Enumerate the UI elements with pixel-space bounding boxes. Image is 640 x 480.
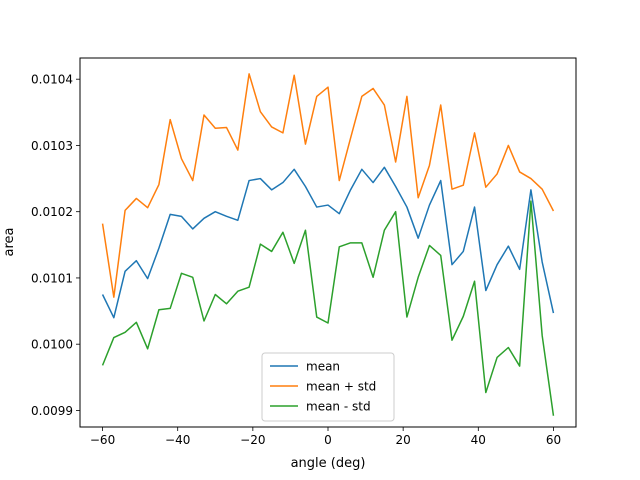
y-tick-label: 0.0102 [31, 205, 73, 219]
legend-label-0: mean [306, 360, 340, 374]
y-tick-label: 0.0099 [31, 404, 73, 418]
x-tick-label: −40 [165, 433, 190, 447]
y-tick-label: 0.0100 [31, 338, 73, 352]
x-axis: −60 −40 −20 0 20 40 60 [90, 427, 561, 447]
x-tick-label: 40 [471, 433, 486, 447]
x-tick-label: −60 [90, 433, 115, 447]
plot-lines [101, 73, 555, 416]
legend: mean mean + std mean - std [261, 352, 395, 422]
legend-box [261, 352, 395, 422]
x-tick-label: 60 [546, 433, 561, 447]
legend-label-1: mean + std [306, 380, 376, 394]
y-axis: 0.0099 0.0100 0.0101 0.0102 0.0103 0.0104 [31, 73, 80, 418]
series-line-2 [101, 200, 555, 416]
y-tick-label: 0.0103 [31, 139, 73, 153]
y-tick-label: 0.0101 [31, 271, 73, 285]
y-tick-label: 0.0104 [31, 73, 73, 87]
series-line-0 [101, 166, 555, 319]
x-axis-label: angle (deg) [291, 456, 366, 471]
legend-label-2: mean - std [306, 400, 371, 414]
x-tick-label: 0 [324, 433, 332, 447]
y-axis-label: area [2, 228, 17, 257]
series-line-1 [101, 73, 555, 298]
x-tick-label: 20 [396, 433, 411, 447]
x-tick-label: −20 [240, 433, 265, 447]
